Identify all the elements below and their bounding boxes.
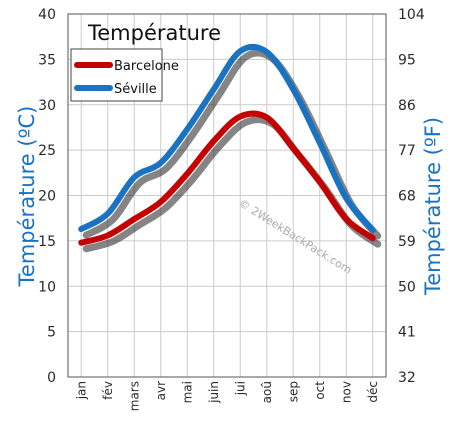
data-point-barcelone [132,217,136,221]
y-tick-label-right: 41 [398,325,416,341]
data-point-seville [344,196,348,200]
data-point-barcelone [291,146,295,150]
y-axis-label-celsius: Température (ºC) [15,106,39,288]
y-axis-label-fahrenheit: Température (ºF) [421,117,445,296]
data-point-barcelone [106,233,110,237]
chart-title: Température [87,21,221,45]
x-tick-label: juin [207,381,221,404]
legend-box [70,48,163,102]
x-tick-label: jui [233,381,247,396]
legend: Barcelone Séville [70,48,179,102]
data-point-seville [106,212,110,216]
y-tick-label-right: 50 [398,279,416,295]
y-tick-label-right: 104 [398,7,425,23]
data-point-barcelone [318,180,322,184]
y-tick-label-right: 95 [398,52,416,68]
y-tick-label-left: 15 [38,234,56,250]
x-tick-label: aoû [260,381,274,403]
x-tick-label: oct [313,381,327,400]
y-tick-label-left: 0 [47,370,56,386]
data-point-barcelone [238,115,242,119]
y-tick-label-left: 40 [38,7,56,23]
series-line-barcelone [78,110,376,246]
y-tick-label-left: 20 [38,189,56,205]
legend-label-seville: Séville [114,82,157,97]
y-tick-label-left: 5 [47,325,56,341]
y-tick-label-left: 30 [38,98,56,114]
x-tick-label: mars [127,381,141,411]
x-tick-label: déc [366,381,380,403]
series-line-seville [78,43,376,233]
data-point-seville [318,141,322,145]
data-point-seville [79,227,83,231]
y-tick-label-right: 32 [398,370,416,386]
data-point-seville [212,87,216,91]
data-point-seville [371,228,375,232]
ticks-layer: 0 32 5 41 10 50 15 59 20 68 25 77 30 86 35 95 40 104 jan fé… [38,7,425,411]
data-point-seville [185,127,189,131]
y-tick-label-left: 10 [38,279,56,295]
data-point-barcelone [79,241,83,245]
x-tick-label: avr [154,381,168,400]
plot-frame [67,13,387,378]
y-tick-label-right: 59 [398,234,416,250]
data-point-seville [132,175,136,179]
y-tick-label-left: 35 [38,52,56,68]
data-point-barcelone [212,139,216,143]
x-tick-label: mai [180,381,194,403]
x-tick-label: nov [339,381,353,403]
data-point-seville [291,87,295,91]
data-point-barcelone [185,172,189,176]
data-point-barcelone [159,200,163,204]
x-tick-label: jan [74,381,88,400]
data-point-barcelone [371,236,375,240]
data-point-barcelone [344,217,348,221]
y-tick-label-right: 68 [398,189,416,205]
data-point-barcelone [265,115,269,119]
y-tick-label-right: 77 [398,143,416,159]
series-layer [78,43,376,246]
y-tick-label-right: 86 [398,98,416,114]
x-tick-label: sep [286,381,300,402]
x-tick-label: fév [101,381,115,400]
data-point-seville [238,49,242,53]
y-tick-label-left: 25 [38,143,56,159]
data-point-seville [159,161,163,165]
legend-label-barcelone: Barcelone [114,59,179,74]
data-point-seville [265,50,269,54]
